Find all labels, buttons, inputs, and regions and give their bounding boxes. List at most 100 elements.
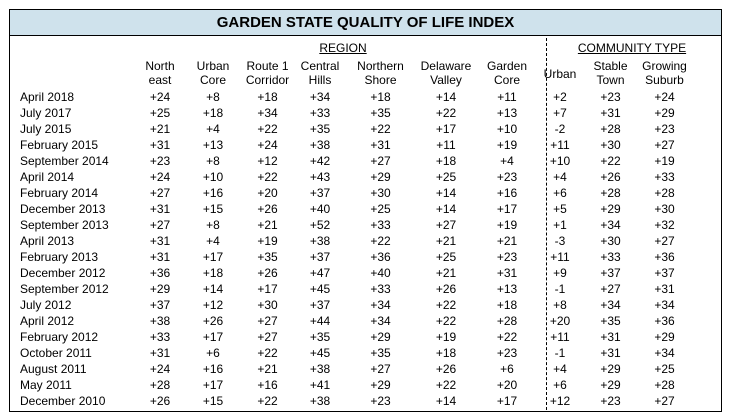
column-header-line: North xyxy=(145,59,175,73)
table-row: April 2014 +24 +10 +22 +43 +29 +25 +23 +4 +26 +33 xyxy=(10,169,691,185)
index-value: +21 xyxy=(257,362,278,376)
index-value: +27 xyxy=(257,330,278,344)
table-row: February 2015 +31 +13 +24 +38 +31 +11 +19 +11 +30… xyxy=(10,137,691,153)
index-value: +23 xyxy=(654,122,675,136)
index-value: +29 xyxy=(600,362,621,376)
index-value: +27 xyxy=(257,314,278,328)
index-value: -3 xyxy=(554,234,566,248)
column-header-line: Corridor xyxy=(245,73,290,87)
index-value: +21 xyxy=(496,234,518,248)
index-value: +26 xyxy=(149,394,171,408)
index-value: +21 xyxy=(149,122,171,136)
index-value: +34 xyxy=(654,298,675,312)
index-value: +26 xyxy=(202,314,224,328)
index-value: +31 xyxy=(149,138,171,152)
index-value: +11 xyxy=(436,138,456,152)
index-value: +33 xyxy=(654,170,675,184)
column-header: North east xyxy=(135,59,185,87)
row-date: May 2011 xyxy=(20,378,72,392)
index-value: +24 xyxy=(149,362,171,376)
table-row: September 2013 +27 +8 +21 +52 +33 +27 +19 +1 +34 +… xyxy=(10,217,691,233)
index-value: +14 xyxy=(435,202,457,216)
index-value: +33 xyxy=(370,282,391,296)
index-value: +27 xyxy=(435,218,457,232)
index-value: +31 xyxy=(149,202,171,216)
index-value: +37 xyxy=(654,266,675,280)
index-value: +10 xyxy=(496,122,518,136)
row-date: July 2012 xyxy=(20,298,72,312)
index-value: +27 xyxy=(370,154,391,168)
index-value: +5 xyxy=(553,202,567,216)
index-value: +35 xyxy=(370,346,391,360)
column-header-line: Hills xyxy=(308,73,332,87)
index-value: +12 xyxy=(257,154,278,168)
table-row: April 2018 +24 +8 +18 +34 +18 +14 +11 +2 +23 +24 xyxy=(10,89,691,105)
row-date: February 2013 xyxy=(20,250,99,264)
index-value: +23 xyxy=(149,154,171,168)
index-table-frame: GARDEN STATE QUALITY OF LIFE INDEX REGIO… xyxy=(9,9,722,412)
row-date: February 2012 xyxy=(20,330,99,344)
index-value: +18 xyxy=(370,90,391,104)
table-row: February 2013 +31 +17 +35 +37 +36 +25 +23 +11 +33… xyxy=(10,249,691,265)
index-value: +11 xyxy=(550,138,570,152)
index-value: +23 xyxy=(496,346,518,360)
table-row: July 2012 +37 +12 +30 +37 +34 +22 +18 +8 +34 +34 xyxy=(10,297,691,313)
index-value: +19 xyxy=(496,218,518,232)
index-value: +31 xyxy=(149,346,171,360)
index-value: +27 xyxy=(654,234,675,248)
group-divider xyxy=(546,38,547,410)
index-value: +25 xyxy=(435,170,457,184)
index-value: +29 xyxy=(654,106,675,120)
table-row: July 2017 +25 +18 +34 +33 +35 +22 +13 +7 +31 +29 xyxy=(10,105,691,121)
index-value: +36 xyxy=(370,250,391,264)
table-row: February 2012 +33 +17 +27 +35 +29 +19 +22 +11 +31… xyxy=(10,329,691,345)
table-row: May 2011 +28 +17 +16 +41 +29 +22 +20 +6 +29 +28 xyxy=(10,377,691,393)
row-date: April 2018 xyxy=(20,90,75,104)
index-value: +31 xyxy=(496,266,518,280)
index-value: +23 xyxy=(496,250,518,264)
column-header-line: east xyxy=(148,73,172,87)
table-row: April 2013 +31 +4 +19 +38 +22 +21 +21 -3 +30 +27 xyxy=(10,233,691,249)
index-value: +8 xyxy=(206,218,220,232)
index-value: +25 xyxy=(435,250,457,264)
index-value: +30 xyxy=(600,138,621,152)
table-row: April 2012 +38 +26 +27 +44 +34 +22 +28 +20 +35 +36 xyxy=(10,313,691,329)
index-value: +18 xyxy=(496,298,518,312)
column-header-line: Town xyxy=(596,73,625,87)
index-value: +27 xyxy=(654,394,675,408)
index-value: +35 xyxy=(370,106,391,120)
index-value: +7 xyxy=(553,106,567,120)
index-value: +22 xyxy=(257,394,278,408)
table-row: December 2013 +31 +15 +26 +40 +25 +14 +17 +5 +29 +… xyxy=(10,201,691,217)
index-value: +26 xyxy=(435,362,457,376)
index-value: +42 xyxy=(309,154,331,168)
column-header-line: Core xyxy=(493,73,520,87)
index-value: +11 xyxy=(550,330,570,344)
index-value: +6 xyxy=(553,186,567,200)
table-row: December 2012 +36 +18 +26 +47 +40 +21 +31 +9 +37 +… xyxy=(10,265,691,281)
index-value: +35 xyxy=(600,314,621,328)
index-value: +37 xyxy=(600,266,621,280)
index-value: +34 xyxy=(370,314,391,328)
index-value: +29 xyxy=(654,330,675,344)
table-row: October 2011 +31 +6 +22 +45 +35 +18 +23 -1 +31 +34 xyxy=(10,345,691,361)
index-table: April 2018 +24 +8 +18 +34 +18 +14 +11 +2 +23 +24 Ju… xyxy=(10,89,691,409)
index-value: +27 xyxy=(149,186,171,200)
index-value: +22 xyxy=(496,330,518,344)
index-value: +18 xyxy=(257,90,278,104)
index-value: +22 xyxy=(435,314,457,328)
index-value: +29 xyxy=(370,378,391,392)
index-value: +23 xyxy=(496,170,518,184)
row-date: September 2013 xyxy=(20,218,109,232)
column-header-line: Urban xyxy=(543,67,577,81)
index-value: +22 xyxy=(257,122,278,136)
index-value: +12 xyxy=(202,298,224,312)
index-value: +37 xyxy=(309,186,331,200)
index-value: +23 xyxy=(370,394,391,408)
index-value: +17 xyxy=(202,378,224,392)
index-value: +8 xyxy=(206,154,220,168)
index-value: +31 xyxy=(149,234,171,248)
column-header: Growing Suburb xyxy=(638,59,691,87)
index-value: +30 xyxy=(257,298,278,312)
index-value: +35 xyxy=(257,250,278,264)
